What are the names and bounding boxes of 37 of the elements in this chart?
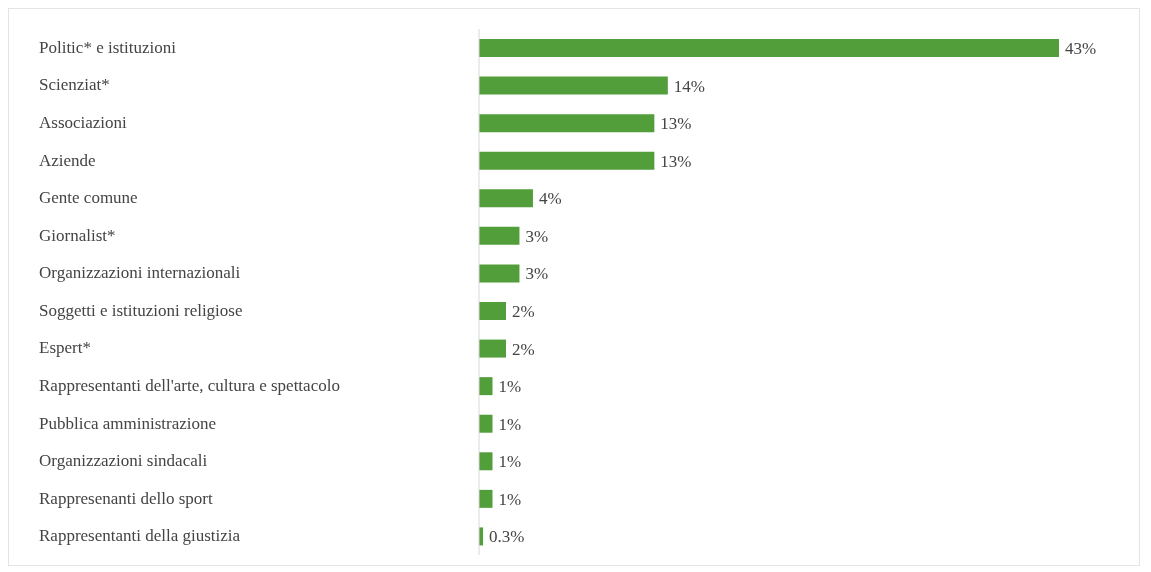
data-label: 14% <box>673 76 706 96</box>
data-label: 1% <box>498 414 522 434</box>
y-tick-label: Rappresenanti dello sport <box>39 488 214 508</box>
y-tick-label: Associazioni <box>39 112 128 132</box>
data-label: 0.3% <box>489 527 525 547</box>
y-tick-label: Aziende <box>39 150 96 170</box>
y-tick-label: Rappresentanti dell'arte, cultura e spettacolo <box>39 375 340 395</box>
y-tick-label: Rappresentanti della giustizia <box>39 526 241 546</box>
data-label: 4% <box>538 189 562 209</box>
y-tick-label: Scienziat* <box>39 75 110 95</box>
bar <box>479 302 506 320</box>
data-label: 13% <box>660 114 692 134</box>
bar <box>479 76 668 95</box>
y-tick-label: Giornalist* <box>39 225 116 245</box>
bar <box>479 226 520 245</box>
data-label: 2% <box>511 302 535 322</box>
data-label: 43% <box>1065 39 1097 59</box>
bar <box>479 114 655 133</box>
y-tick-label: Soggetti e istituzioni religiose <box>39 300 243 320</box>
bar <box>479 189 533 208</box>
bar <box>479 39 1059 57</box>
data-label: 1% <box>498 377 522 397</box>
data-label: 3% <box>525 264 549 284</box>
bar <box>479 339 506 358</box>
data-label: 13% <box>660 151 692 171</box>
y-tick-label: Organizzazioni internazionali <box>39 263 241 283</box>
y-tick-label: Organizzazioni sindacali <box>39 451 208 471</box>
data-label: 1% <box>498 489 522 509</box>
data-label: 3% <box>525 226 549 246</box>
data-label: 2% <box>511 339 535 359</box>
y-tick-label: Politic* e istituzioni <box>39 37 177 57</box>
bar <box>479 264 520 283</box>
y-tick-label: Espert* <box>39 338 91 358</box>
y-tick-label: Pubblica amministrazione <box>39 413 217 433</box>
data-label: 1% <box>498 452 522 472</box>
bar <box>479 151 655 170</box>
y-tick-label: Gente comune <box>39 188 138 208</box>
